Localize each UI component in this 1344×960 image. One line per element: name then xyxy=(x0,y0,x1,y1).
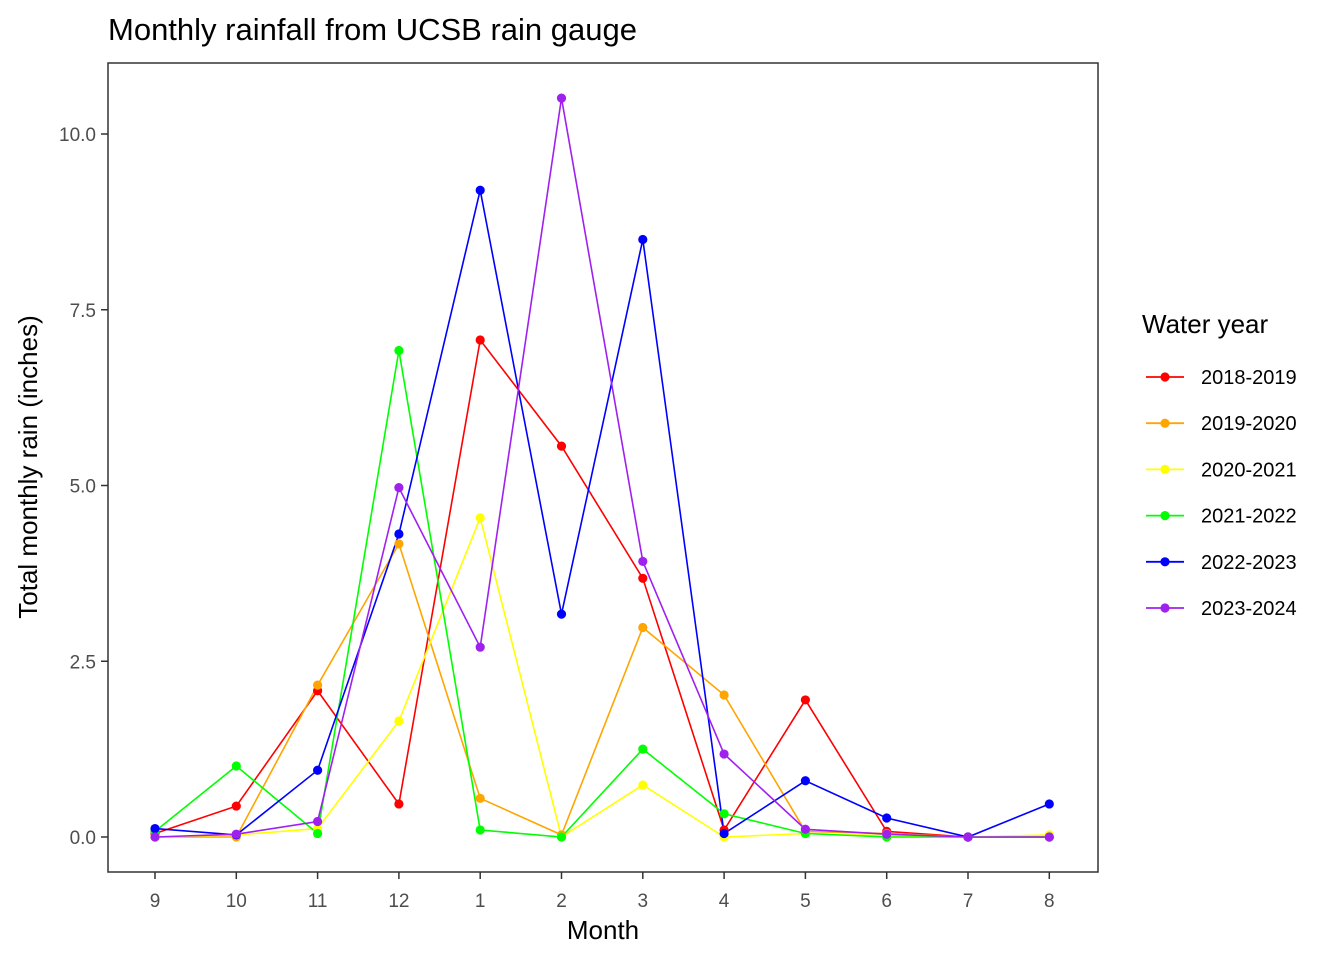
data-point-2019-2020 xyxy=(313,680,323,690)
data-point-2022-2023 xyxy=(394,529,404,539)
legend-label: 2019-2020 xyxy=(1201,413,1297,435)
x-tick-label: 4 xyxy=(719,891,730,912)
data-point-2023-2024 xyxy=(800,824,811,834)
legend-label: 2018-2019 xyxy=(1201,367,1297,389)
data-point-2021-2022 xyxy=(719,809,729,819)
data-point-2023-2024 xyxy=(963,832,973,842)
x-axis-title: Month xyxy=(567,915,639,945)
x-tick-label: 12 xyxy=(388,891,409,912)
series-line-2023-2024 xyxy=(154,97,1050,838)
data-point-2022-2023 xyxy=(882,813,892,823)
legend-key-point xyxy=(1160,603,1170,613)
x-tick-label: 9 xyxy=(150,891,161,912)
data-point-2023-2024 xyxy=(313,816,323,827)
legend-item-2018-2019: 2018-2019 xyxy=(1146,367,1297,389)
x-tick-label: 6 xyxy=(881,891,892,912)
legend-key-point xyxy=(1160,510,1170,521)
series-line-2021-2022 xyxy=(154,350,1050,838)
legend-item-2020-2021: 2020-2021 xyxy=(1146,459,1297,481)
legend-item-2021-2022: 2021-2022 xyxy=(1146,506,1297,528)
legend-label: 2020-2021 xyxy=(1201,459,1297,481)
data-point-2022-2023 xyxy=(719,828,729,839)
chart-title: Monthly rainfall from UCSB rain gauge xyxy=(108,12,637,47)
data-point-2021-2022 xyxy=(313,828,323,839)
data-point-2021-2022 xyxy=(638,744,648,754)
y-axis: 0.0 2.5 5.0 7.5 10.0 xyxy=(59,125,108,849)
legend: Water year 2018-2019 2019-2020 2020-2021 20… xyxy=(1142,309,1297,620)
data-point-2023-2024 xyxy=(638,556,648,567)
y-tick-label: 5.0 xyxy=(70,477,96,498)
data-point-2019-2020 xyxy=(638,622,648,633)
data-point-2019-2020 xyxy=(719,690,729,700)
data-point-2022-2023 xyxy=(1044,799,1054,809)
data-point-2023-2024 xyxy=(556,93,567,103)
series-line-2018-2019 xyxy=(154,338,1050,838)
data-point-2018-2019 xyxy=(800,695,811,705)
data-point-2019-2020 xyxy=(394,539,404,549)
data-point-2022-2023 xyxy=(556,609,567,619)
legend-item-2023-2024: 2023-2024 xyxy=(1146,598,1297,620)
plot-panel-border xyxy=(107,62,1099,873)
legend-label: 2023-2024 xyxy=(1201,598,1297,620)
y-tick-label: 7.5 xyxy=(70,301,96,322)
x-tick-label: 5 xyxy=(800,891,811,912)
data-point-2022-2023 xyxy=(150,823,160,834)
legend-key-point xyxy=(1160,557,1170,567)
data-point-2023-2024 xyxy=(1044,832,1054,842)
data-point-2018-2019 xyxy=(475,335,485,345)
data-point-2018-2019 xyxy=(231,801,241,811)
legend-key-point xyxy=(1160,418,1170,428)
y-tick-label: 2.5 xyxy=(70,652,96,673)
x-tick-label: 10 xyxy=(226,891,247,912)
legend-key-point xyxy=(1160,464,1170,474)
legend-item-2022-2023: 2022-2023 xyxy=(1146,552,1297,574)
x-tick-label: 11 xyxy=(308,891,328,912)
data-point-2021-2022 xyxy=(556,832,567,842)
data-point-2022-2023 xyxy=(800,776,811,786)
series-line-2022-2023 xyxy=(154,190,1050,838)
legend-label: 2021-2022 xyxy=(1201,506,1297,528)
data-point-2020-2021 xyxy=(475,513,485,523)
data-point-2023-2024 xyxy=(150,832,160,842)
data-point-2022-2023 xyxy=(638,234,648,245)
series-layer xyxy=(150,93,1054,842)
data-point-2021-2022 xyxy=(231,761,241,771)
legend-key-point xyxy=(1160,372,1170,382)
data-point-2023-2024 xyxy=(475,642,485,652)
data-point-2021-2022 xyxy=(394,345,404,356)
x-tick-label: 8 xyxy=(1044,891,1055,912)
data-point-2020-2021 xyxy=(394,716,404,726)
data-point-2019-2020 xyxy=(475,793,485,803)
x-tick-label: 3 xyxy=(638,891,649,912)
data-point-2022-2023 xyxy=(313,765,323,775)
x-tick-label: 1 xyxy=(475,891,486,912)
x-tick-label: 7 xyxy=(963,891,974,912)
data-point-2020-2021 xyxy=(638,780,648,790)
legend-title: Water year xyxy=(1142,309,1269,339)
y-tick-label: 0.0 xyxy=(70,828,96,849)
x-tick-label: 2 xyxy=(556,891,567,912)
data-point-2018-2019 xyxy=(638,573,648,583)
data-point-2022-2023 xyxy=(475,185,485,195)
data-point-2021-2022 xyxy=(475,825,485,835)
legend-item-2019-2020: 2019-2020 xyxy=(1146,413,1297,435)
data-point-2023-2024 xyxy=(882,829,892,839)
x-axis: 9 10 11 12 1 2 3 4 5 6 7 8 xyxy=(150,872,1055,912)
data-point-2023-2024 xyxy=(394,483,404,493)
data-point-2018-2019 xyxy=(394,799,404,809)
series-line-2020-2021 xyxy=(154,515,1050,839)
y-axis-title: Total monthly rain (inches) xyxy=(13,315,43,618)
data-point-2018-2019 xyxy=(556,441,567,451)
data-point-2023-2024 xyxy=(719,749,729,759)
y-tick-label: 10.0 xyxy=(59,125,96,146)
legend-label: 2022-2023 xyxy=(1201,552,1297,574)
data-point-2023-2024 xyxy=(231,829,241,839)
